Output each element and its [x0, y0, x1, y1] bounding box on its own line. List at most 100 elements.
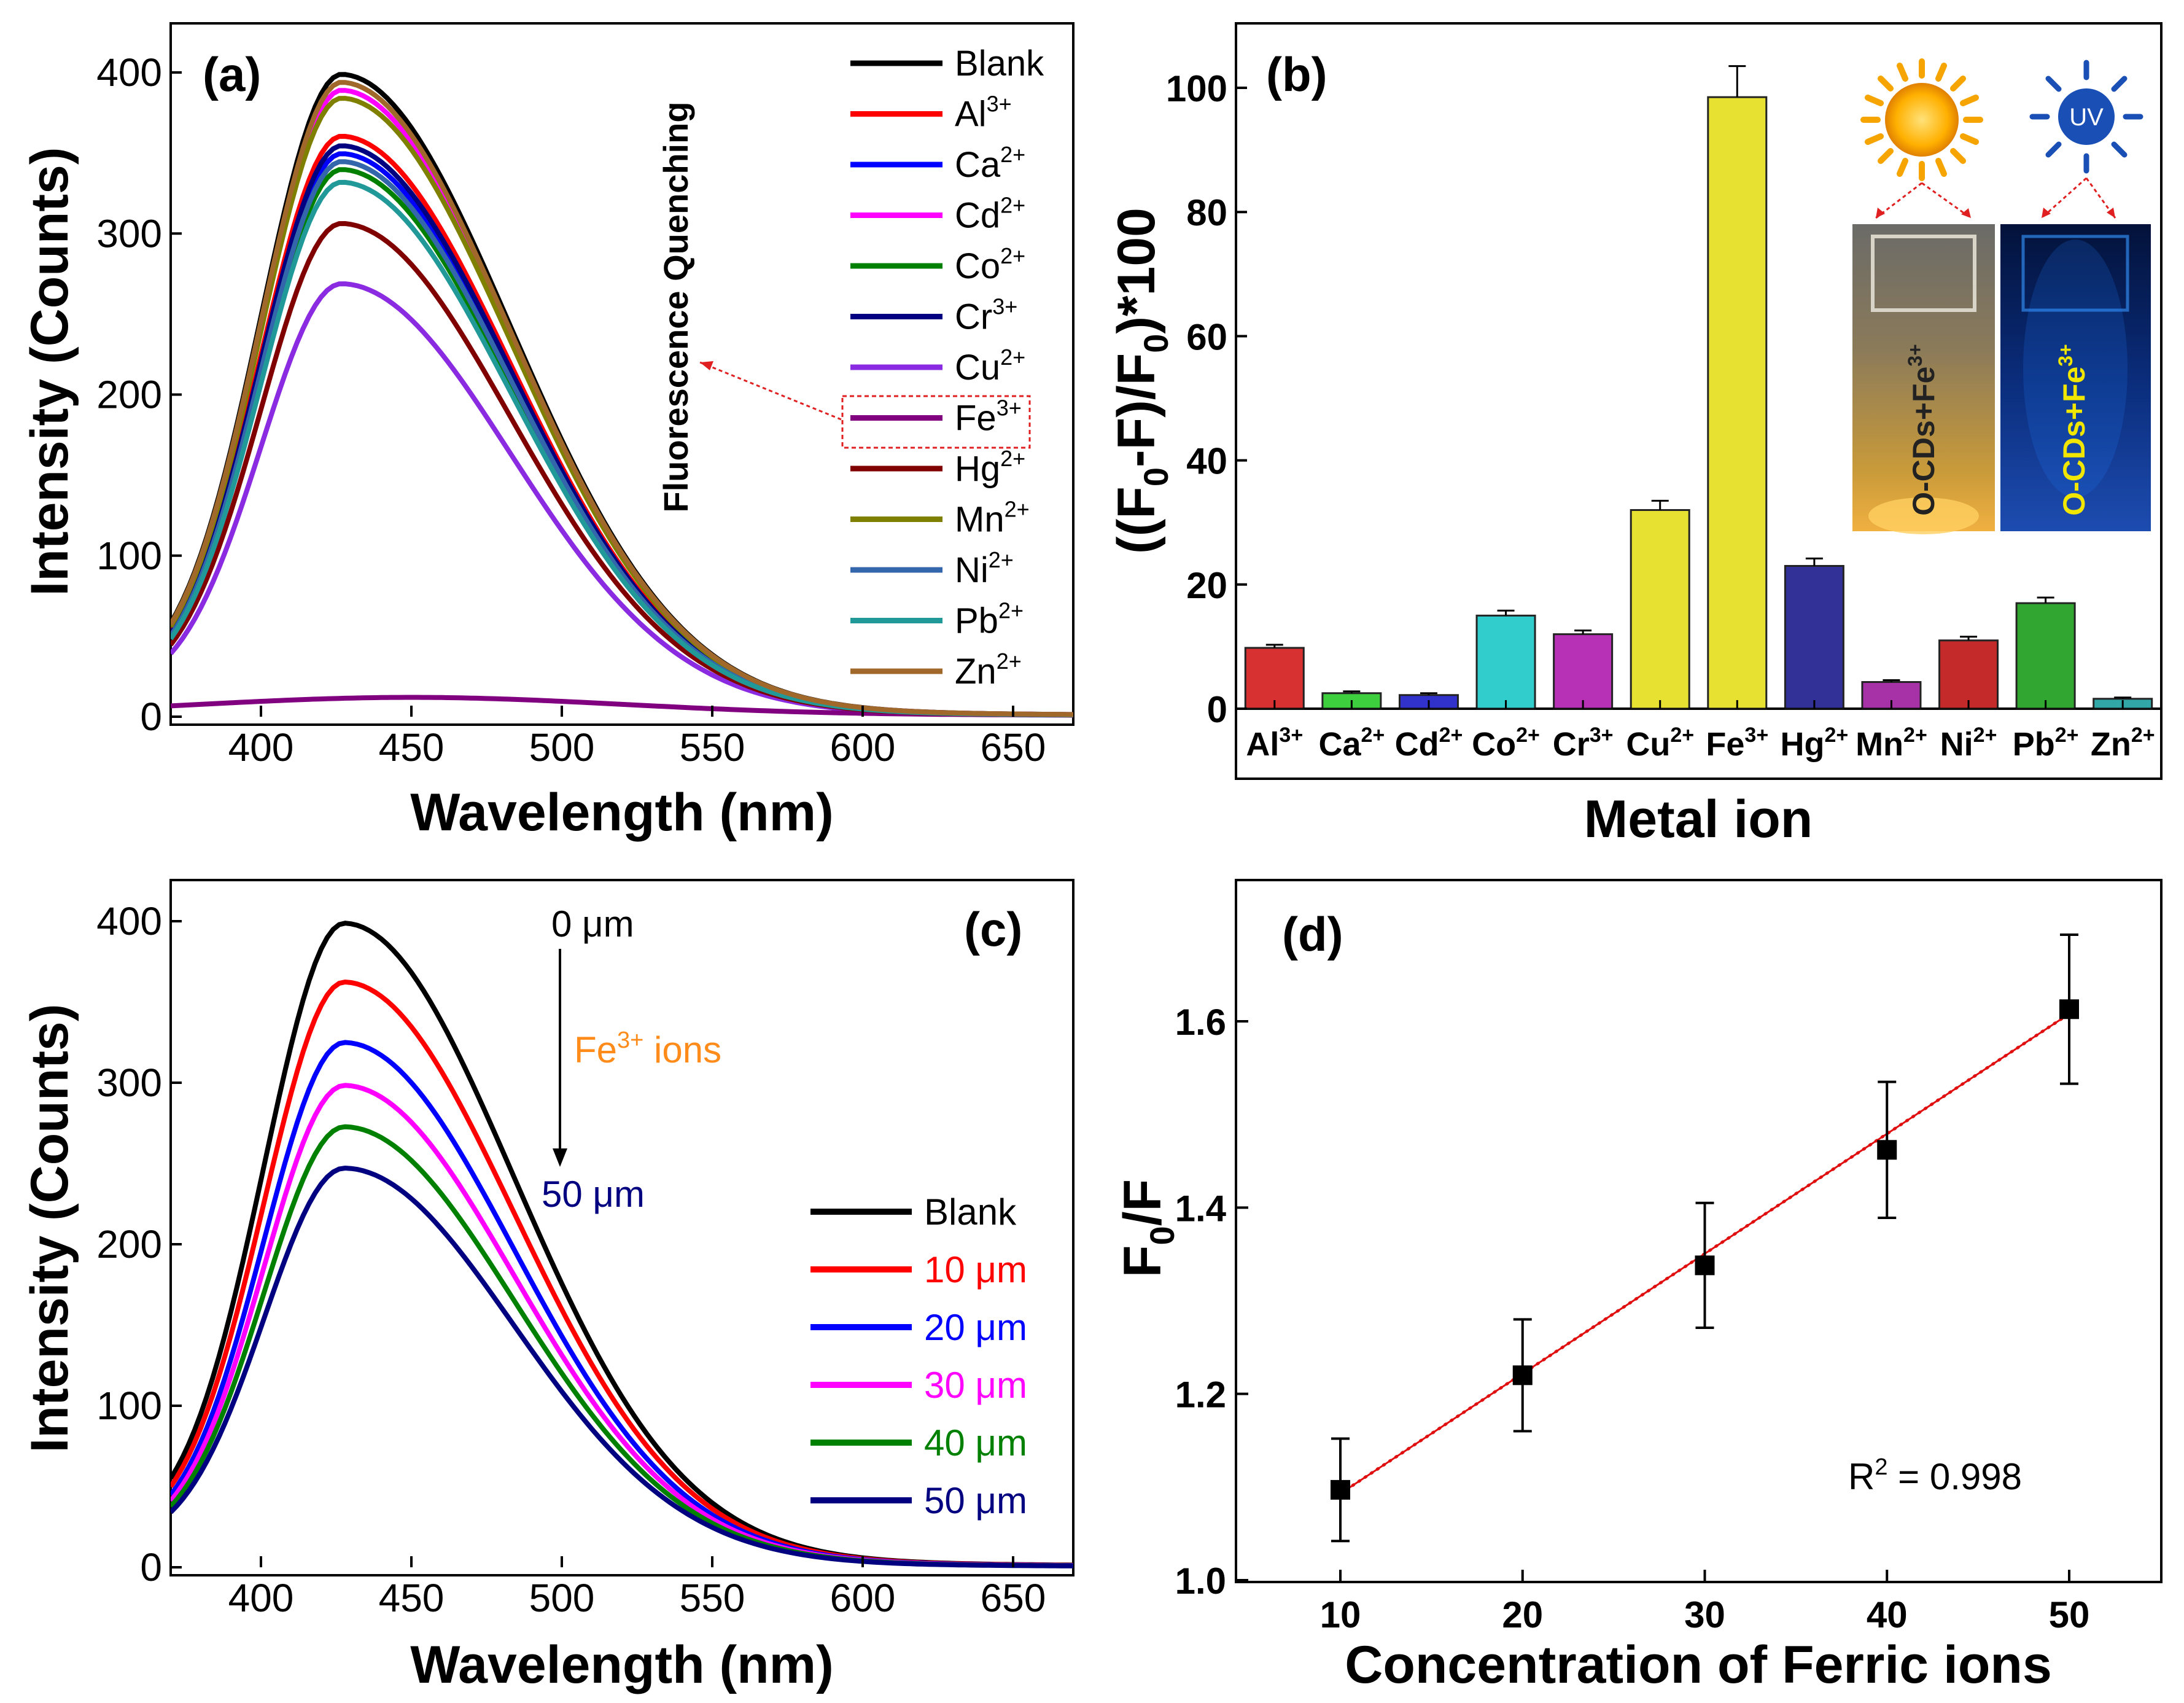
- panel-a-axes: 400 450 500 550 600 650 0 100 200 300 400: [96, 50, 1046, 770]
- panel-c-ylabel: Intensity (Counts): [20, 1004, 79, 1453]
- legend-label: 40 μm: [924, 1422, 1027, 1463]
- bar: [1938, 639, 1999, 710]
- y-tick-label: 300: [96, 1061, 162, 1105]
- legend-label: Ca2+: [955, 142, 1025, 185]
- uv-lamp-icon: UV: [2029, 60, 2143, 174]
- series-line-a-6: [171, 281, 1073, 718]
- legend-label: Ni2+: [955, 547, 1014, 590]
- data-point: [1695, 1255, 1715, 1276]
- panel-d-frame: [1235, 879, 2163, 1583]
- data-point: [1331, 1479, 1350, 1500]
- panel-a-ylabel: Intensity (Counts): [20, 147, 79, 596]
- y-tick-label: 60: [1186, 316, 1227, 357]
- panel-a-legend: Blank Al3+ Ca2+ Cd2+ Co2+ Cr3+ Cu2+ Fe3+ Hg2+ Mn2…: [850, 44, 1044, 692]
- x-tick-label: 500: [529, 1576, 595, 1620]
- y-tick-label: 0: [1207, 689, 1227, 730]
- y-tick-label: 400: [96, 899, 162, 943]
- x-tick-label: 600: [830, 725, 896, 770]
- legend-label: Cd2+: [955, 193, 1025, 236]
- panel-d-axes: 10 20 30 40 50 1.0 1.2 1.4 1.6: [1175, 1002, 2090, 1635]
- y-tick-label: 200: [96, 373, 162, 417]
- bar: [1244, 647, 1305, 710]
- panel-a: 400 450 500 550 600 650 0 100 200 300 400 (a) Wave…: [20, 22, 1075, 842]
- y-tick-label: 100: [96, 534, 162, 578]
- sun-icon: [1860, 58, 1983, 181]
- legend-label: 50 μm: [924, 1480, 1027, 1521]
- panel-a-xlabel: Wavelength (nm): [410, 783, 834, 842]
- category-label: Fe3+: [1706, 723, 1768, 763]
- legend-label: Al3+: [955, 92, 1012, 134]
- panel-d: 10 20 30 40 50 1.0 1.2 1.4 1.6 (d) Concentration…: [1113, 879, 2163, 1694]
- x-tick-label: 650: [981, 725, 1046, 770]
- panel-d-xlabel: Concentration of Ferric ions: [1345, 1635, 2052, 1694]
- x-tick-label: 450: [379, 1576, 445, 1620]
- panel-c-curves: [171, 921, 1073, 1569]
- x-tick-label: 20: [1502, 1594, 1543, 1635]
- category-label: Al3+: [1246, 723, 1303, 763]
- category-label: Hg2+: [1781, 723, 1849, 763]
- panel-c: 400 450 500 550 600 650 0 100 200 300 400 (c) Wave…: [20, 879, 1075, 1694]
- bar: [1553, 633, 1614, 710]
- category-label: Co2+: [1472, 723, 1540, 763]
- category-label: Mn2+: [1856, 723, 1927, 763]
- panel-a-frame: [169, 22, 1075, 726]
- y-tick-label: 40: [1186, 441, 1227, 482]
- legend-label: Pb2+: [955, 598, 1024, 641]
- y-tick-label: 300: [96, 211, 162, 255]
- category-label: Ni2+: [1940, 723, 1997, 763]
- y-tick-label: 100: [96, 1384, 162, 1428]
- y-tick-label: 0: [140, 695, 162, 739]
- bar: [2015, 602, 2076, 710]
- panel-b-label: (b): [1266, 47, 1327, 101]
- uv-label: UV: [2069, 104, 2104, 131]
- inset-arrows: [1875, 177, 2116, 219]
- series-line-a-12: [171, 80, 1073, 717]
- category-label: Ca2+: [1318, 723, 1385, 763]
- category-label: Cu2+: [1626, 723, 1694, 763]
- arrow-bottom-label: 50 μm: [542, 1174, 645, 1215]
- data-point: [1877, 1140, 1897, 1160]
- panel-c-xlabel: Wavelength (nm): [410, 1635, 834, 1694]
- x-tick-label: 550: [680, 1576, 745, 1620]
- y-tick-label: 400: [96, 50, 162, 95]
- inset-illustration: UV O-CDs+Fe3+ O-CDs+: [1852, 58, 2151, 534]
- series-line-a-4: [171, 167, 1073, 717]
- series-line-c-5: [171, 1165, 1073, 1569]
- daylight-cuvette: O-CDs+Fe3+: [1852, 224, 1995, 534]
- panel-c-axes: 400 450 500 550 600 650 0 100 200 300 400: [96, 899, 1046, 1620]
- x-tick-label: 600: [830, 1576, 896, 1620]
- legend-label: Fe3+: [955, 396, 1022, 438]
- panel-a-curves: [171, 72, 1073, 718]
- panel-b-ylabel: ((F0-F)/F0)*100: [1107, 208, 1175, 554]
- panel-a-label: (a): [203, 47, 261, 101]
- panel-b: Al3+ Ca2+ Cd2+ Co2+ Cr3+ Cu2+ Fe3+ Hg2+ Mn2+ Ni2+…: [1107, 22, 2163, 849]
- legend-label: Cr3+: [955, 294, 1017, 337]
- panel-d-label: (d): [1282, 907, 1343, 961]
- panel-d-ylabel: F0/F: [1113, 1179, 1181, 1277]
- concentration-arrow: [553, 949, 567, 1167]
- legend-label: Mn2+: [955, 497, 1030, 540]
- legend-label: 30 μm: [924, 1365, 1027, 1406]
- x-tick-label: 30: [1684, 1594, 1725, 1635]
- legend-label: 20 μm: [924, 1307, 1027, 1348]
- x-tick-label: 50: [2049, 1594, 2090, 1635]
- category-label: Cd2+: [1395, 723, 1463, 763]
- panel-b-frame: [1235, 22, 2163, 780]
- uv-cuvette: O-CDs+Fe3+: [2000, 224, 2151, 531]
- quench-arrow: [699, 361, 1031, 449]
- arrow-mid-label: Fe3+ ions: [574, 1027, 721, 1070]
- daylight-cuvette-label: O-CDs+Fe3+: [1904, 344, 1941, 516]
- uv-cuvette-label: O-CDs+Fe3+: [2054, 344, 2091, 516]
- series-line-a-10: [171, 159, 1073, 717]
- y-tick-label: 20: [1186, 565, 1227, 606]
- panel-a-annotation: Fluorescence Quenching: [656, 101, 695, 512]
- legend-label: Co2+: [955, 243, 1025, 286]
- legend-label: 10 μm: [924, 1249, 1027, 1290]
- x-tick-label: 40: [1867, 1594, 1908, 1635]
- fe-legend-highlight: [841, 395, 1031, 449]
- bar: [1630, 509, 1690, 710]
- panel-b-axes: Al3+ Ca2+ Cd2+ Co2+ Cr3+ Cu2+ Fe3+ Hg2+ Mn2+ Ni2+…: [1166, 68, 2155, 763]
- bar: [1784, 564, 1844, 710]
- y-tick-label: 80: [1186, 192, 1227, 233]
